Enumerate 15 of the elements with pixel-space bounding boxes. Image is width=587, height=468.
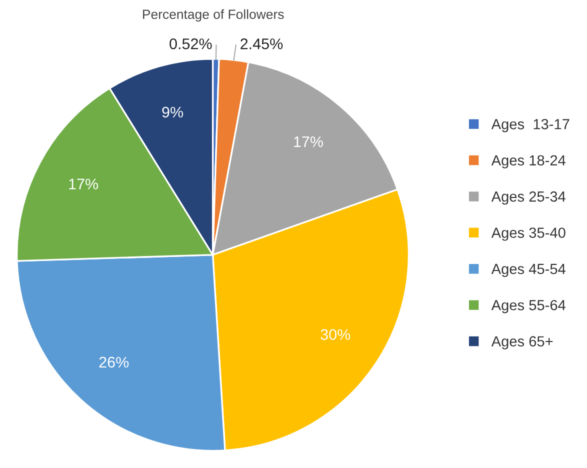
data-label: 17%	[69, 178, 98, 190]
data-label: 9%	[162, 106, 184, 118]
data-label: 2.45%	[240, 38, 283, 50]
chart-title: Percentage of Followers	[143, 9, 284, 22]
legend-label: Ages 18-24	[491, 155, 566, 168]
data-label: 30%	[320, 329, 350, 340]
legend-label: Ages 25-34	[491, 191, 566, 205]
legend-label: Ages 35-40	[491, 228, 566, 241]
data-label: 0.52%	[170, 38, 212, 50]
legend-label: Ages 65+	[491, 336, 553, 350]
legend-label: Ages 13-17	[491, 118, 570, 132]
legend-label: Ages 45-54	[491, 264, 566, 277]
data-label: 17%	[294, 136, 323, 148]
data-label: 26%	[99, 356, 129, 368]
legend-label: Ages 55-64	[491, 300, 566, 314]
